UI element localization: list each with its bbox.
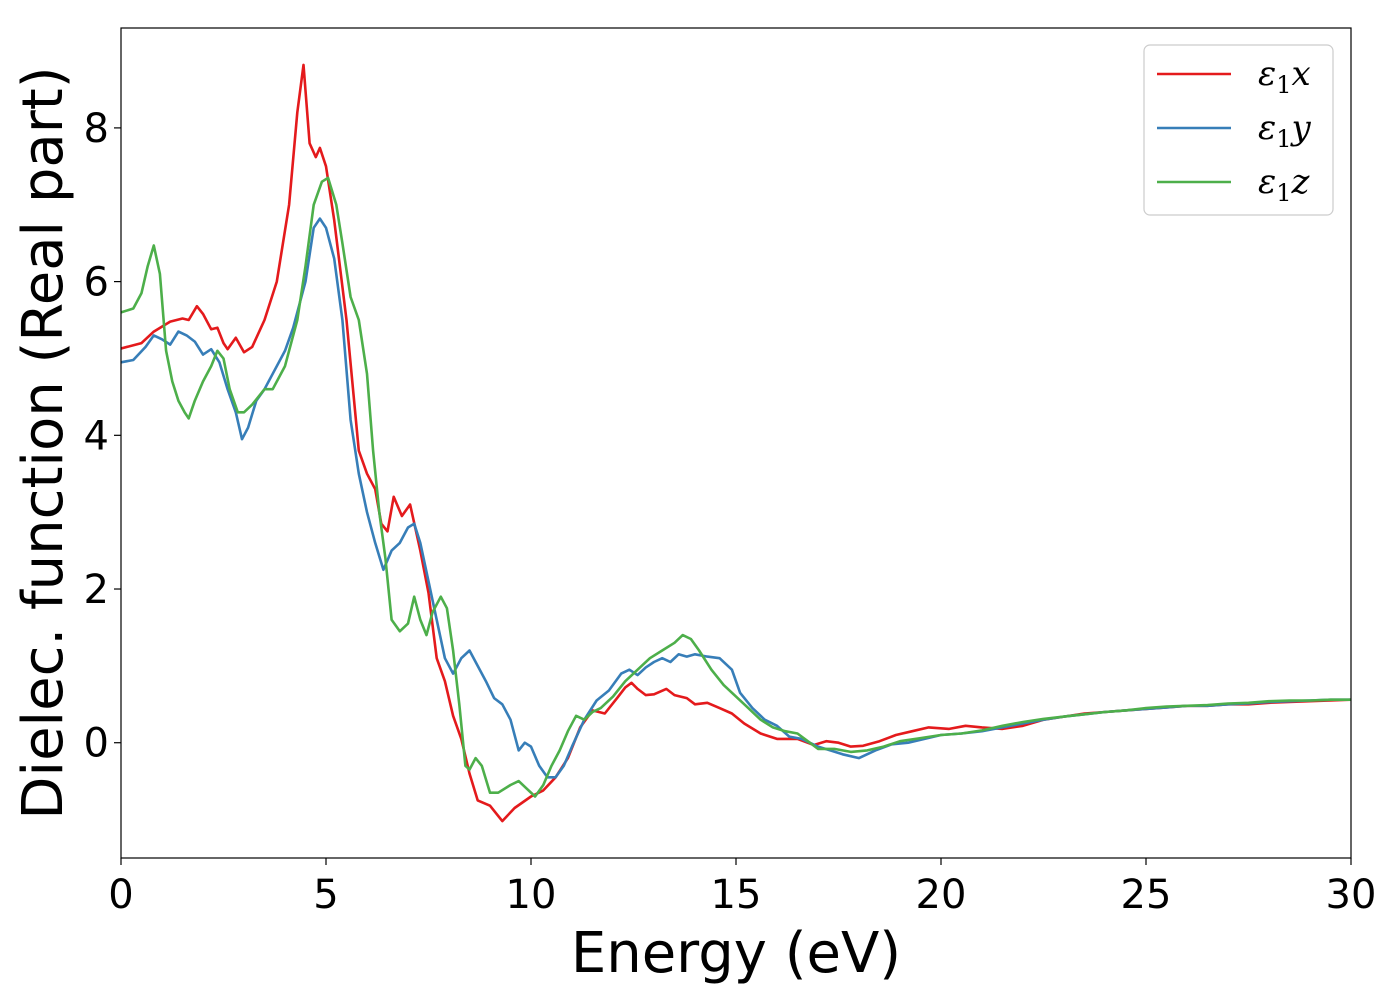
legend-box [1143,44,1334,216]
x-tick-label: 5 [313,872,338,918]
x-tick-label: 20 [916,872,967,918]
plot-lines [120,63,1352,823]
plot-frame [120,27,1352,859]
series-line-z [120,176,1351,798]
x-tick-label: 0 [108,872,133,918]
y-tick-label: 8 [84,106,109,152]
legend: ε1x ε1y ε1z [1143,44,1334,216]
y-tick-label: 0 [84,721,109,767]
y-tick-label: 2 [84,567,109,613]
x-tick-label: 15 [711,872,762,918]
axis-ticks: 0 5 10 15 20 25 30 0 2 4 6 8 [84,106,1377,918]
legend-label-z: ε1z [1258,162,1311,207]
legend-label-x: ε1x [1258,54,1311,99]
x-tick-label: 25 [1121,872,1172,918]
x-axis-label: Energy (eV) [571,921,901,986]
x-tick-label: 10 [506,872,557,918]
y-tick-label: 6 [84,260,109,306]
legend-label-y: ε1y [1258,108,1312,153]
series-line-y [120,217,1351,779]
y-tick-label: 4 [84,413,109,459]
y-axis-label: Dielec. function (Real part) [11,66,76,819]
x-tick-label: 30 [1326,872,1377,918]
